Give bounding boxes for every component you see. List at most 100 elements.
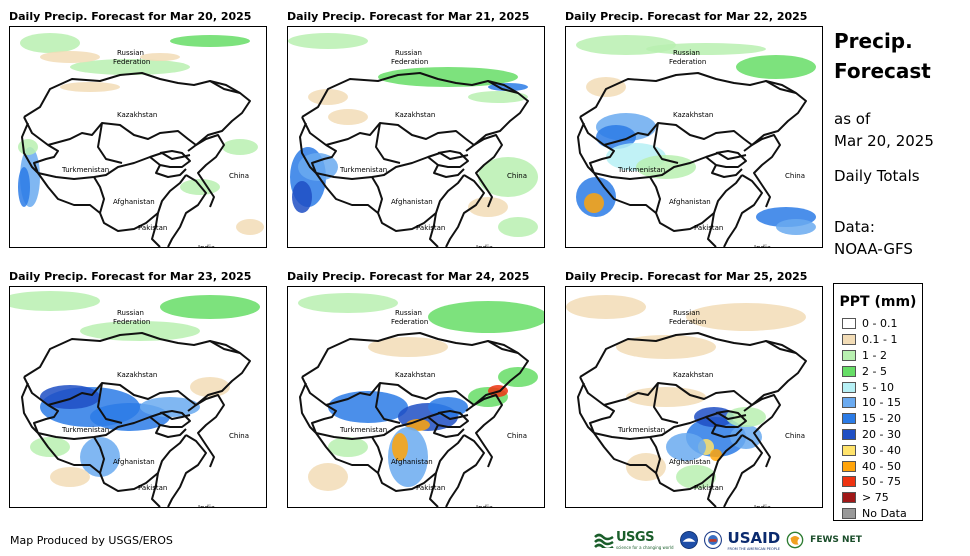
country-border [195,394,225,468]
legend-item: 0 - 0.1 [834,316,922,332]
precip-area [236,219,264,235]
precip-area [392,433,408,461]
map-label-kazakhstan: Kazakhstan [673,371,714,379]
map-label-pakistan: Pakistan [694,484,724,492]
map-label-afghanistan: Afghanistan [113,198,155,206]
precip-map: Russian Federation Kazakhstan Turkmenistan C… [287,26,545,248]
map-label-turkmenistan: Turkmenistan [62,426,110,434]
country-border [37,152,191,180]
precip-area [710,449,722,461]
legend-item: 30 - 40 [834,442,922,458]
side-title-line2: Forecast [834,59,931,83]
legend-label: > 75 [862,491,889,505]
partner-logos: USGS science for a changing world USAID … [594,528,862,552]
map-credit: Map Produced by USGS/EROS [10,534,173,547]
panel-title: Daily Precip. Forecast for Mar 23, 2025 [9,270,252,283]
precip-area [646,43,766,55]
precip-map: Russian Federation Kazakhstan Turkmenistan C… [9,26,267,248]
country-border [579,72,807,152]
legend-label: 20 - 30 [862,427,901,441]
legend-label: 5 - 10 [862,380,894,394]
country-border [707,212,717,247]
legend-swatch [842,413,856,425]
asof-label: as of [834,110,871,128]
map-label-afghanistan: Afghanistan [391,198,433,206]
map-label-russia-line2: Federation [669,58,707,66]
country-border [707,472,717,507]
country-border [765,80,797,94]
legend-item: 20 - 30 [834,427,922,443]
precip-map: Russian Federation Kazakhstan Turkmenistan C… [9,286,267,508]
country-border [97,382,123,424]
legend-title: PPT (mm) [839,294,917,310]
map-label-turkmenistan: Turkmenistan [618,166,666,174]
precip-area [676,465,716,489]
legend-item: 10 - 15 [834,395,922,411]
map-label-india: India [198,504,216,508]
precip-map: Russian Federation Kazakhstan Turkmenistan C… [287,286,545,508]
data-source-value: NOAA-GFS [834,240,913,258]
country-border [711,164,743,178]
country-border [371,174,465,232]
precip-area [140,53,180,61]
map-label-kazakhstan: Kazakhstan [117,111,158,119]
map-label-india: India [476,504,494,508]
precip-area [40,51,100,63]
country-border [209,80,241,94]
country-border [375,122,401,164]
map-label-kazakhstan: Kazakhstan [395,111,436,119]
precip-area [140,397,200,417]
country-border [97,122,123,164]
map-label-russia-line1: Russian [117,309,144,317]
map-label-russia-line1: Russian [395,309,422,317]
precip-area [498,367,538,387]
panel-title: Daily Precip. Forecast for Mar 21, 2025 [287,10,530,23]
legend-swatch [842,381,856,393]
country-border [301,376,337,434]
precip-area [18,167,30,207]
precip-area [428,301,544,333]
map-canvas [288,27,544,247]
legend-label: 15 - 20 [862,412,901,426]
country-border [429,212,439,247]
country-border [445,434,485,507]
map-label-russia-line2: Federation [391,58,429,66]
usgs-tagline: science for a changing world [616,545,674,550]
country-border [21,122,39,174]
map-label-india: India [754,504,772,508]
map-canvas [566,27,822,247]
map-label-turkmenistan: Turkmenistan [340,426,388,434]
country-border [723,434,763,507]
legend-label: 10 - 15 [862,396,901,410]
precip-area [616,335,716,359]
legend-swatch [842,365,856,377]
country-border [653,382,679,424]
usgs-logo: USGS science for a changing world [594,530,674,550]
map-label-china: China [507,432,527,440]
country-border [579,116,615,174]
map-label-russia-line2: Federation [669,318,707,326]
fews-net-globe-icon [786,531,804,549]
precip-area [288,33,368,49]
precip-area [80,437,120,477]
forecast-panel-mar20: Daily Precip. Forecast for Mar 20, 2025 … [9,10,267,248]
precip-area [468,91,528,103]
country-border [23,116,59,174]
country-border [433,164,465,178]
country-border [23,376,59,434]
forecast-panel-mar24: Daily Precip. Forecast for Mar 24, 2025 … [287,270,545,508]
map-label-pakistan: Pakistan [138,224,168,232]
map-label-turkmenistan: Turkmenistan [62,166,110,174]
legend-swatch [842,460,856,472]
country-border [653,122,679,164]
data-source-label: Data: [834,218,875,236]
usgs-wave-icon [594,533,614,548]
precip-area [30,437,70,457]
legend-item: 2 - 5 [834,363,922,379]
precip-area [776,219,816,235]
country-border [93,434,187,492]
map-label-india: India [198,244,216,248]
precip-area [666,433,706,461]
map-label-pakistan: Pakistan [138,484,168,492]
map-label-afghanistan: Afghanistan [113,458,155,466]
